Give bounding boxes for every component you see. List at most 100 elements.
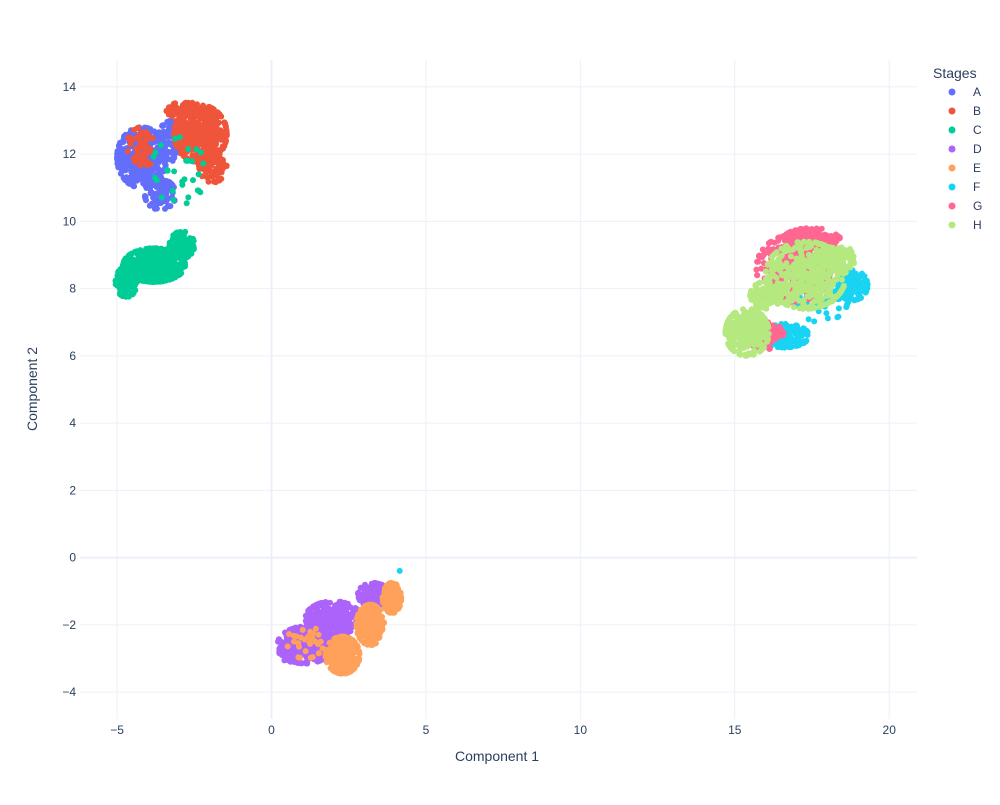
point-A — [118, 171, 124, 177]
point-B — [179, 148, 185, 154]
point-E — [338, 671, 344, 677]
point-E — [377, 634, 383, 640]
point-H — [784, 288, 790, 294]
point-C — [189, 239, 195, 245]
point-F — [793, 322, 799, 328]
point-C — [145, 256, 151, 262]
point-G — [766, 240, 772, 246]
point-E — [300, 627, 306, 633]
point-C — [131, 276, 137, 282]
point-A — [159, 137, 165, 143]
point-H — [791, 290, 797, 296]
point-G — [775, 235, 781, 241]
point-C — [121, 258, 127, 264]
point-H — [733, 310, 739, 316]
point-C — [146, 246, 152, 252]
point-A — [159, 123, 165, 129]
point-B — [168, 104, 174, 110]
point-B — [143, 161, 149, 167]
point-H — [769, 254, 775, 260]
point-H — [819, 303, 825, 309]
point-C — [182, 176, 188, 182]
point-B — [194, 101, 200, 107]
point-E — [392, 610, 398, 616]
point-F — [794, 340, 800, 346]
point-D — [324, 632, 330, 638]
point-D — [338, 605, 344, 611]
data-points — [113, 100, 871, 677]
point-F — [397, 568, 403, 574]
point-H — [807, 256, 813, 262]
point-E — [383, 583, 389, 589]
point-E — [353, 621, 359, 627]
point-H — [751, 352, 757, 358]
point-B — [143, 129, 149, 135]
point-F — [864, 278, 870, 284]
point-C — [176, 248, 182, 254]
point-G — [801, 231, 807, 237]
point-E — [297, 655, 303, 661]
point-F — [835, 314, 841, 320]
point-H — [804, 245, 810, 251]
point-B — [144, 150, 150, 156]
point-H — [783, 260, 789, 266]
point-C — [175, 267, 181, 273]
point-D — [312, 620, 318, 626]
point-B — [182, 139, 188, 145]
point-F — [855, 296, 861, 302]
point-G — [776, 324, 782, 330]
point-C — [125, 278, 131, 284]
point-F — [844, 303, 850, 309]
point-A — [155, 165, 161, 171]
point-H — [824, 273, 830, 279]
point-D — [370, 594, 376, 600]
point-E — [307, 640, 313, 646]
point-G — [761, 252, 767, 258]
point-E — [365, 613, 371, 619]
point-D — [343, 623, 349, 629]
point-C — [181, 252, 187, 258]
point-E — [382, 606, 388, 612]
point-B — [224, 131, 230, 137]
point-H — [739, 330, 745, 336]
point-E — [372, 603, 378, 609]
point-G — [780, 333, 786, 339]
point-E — [316, 632, 322, 638]
point-C — [196, 171, 202, 177]
point-C — [130, 258, 136, 264]
point-E — [362, 640, 368, 646]
point-G — [754, 259, 760, 265]
point-B — [213, 179, 219, 185]
point-C — [181, 243, 187, 249]
point-C — [127, 285, 133, 291]
point-E — [347, 654, 353, 660]
point-C — [176, 272, 182, 278]
point-B — [209, 105, 215, 111]
point-C — [123, 269, 129, 275]
point-H — [763, 327, 769, 333]
point-H — [806, 281, 812, 287]
point-H — [786, 267, 792, 273]
point-H — [820, 284, 826, 290]
point-A — [154, 190, 160, 196]
point-F — [854, 285, 860, 291]
point-A — [171, 154, 177, 160]
point-B — [183, 109, 189, 115]
point-B — [128, 141, 134, 147]
point-F — [863, 286, 869, 292]
point-E — [397, 604, 403, 610]
point-C — [193, 146, 199, 152]
point-A — [122, 177, 128, 183]
point-A — [145, 172, 151, 178]
point-B — [195, 113, 201, 119]
point-E — [318, 639, 324, 645]
point-D — [311, 603, 317, 609]
point-E — [336, 635, 342, 641]
point-A — [127, 181, 133, 187]
point-F — [847, 282, 853, 288]
point-A — [114, 154, 120, 160]
point-E — [359, 628, 365, 634]
point-A — [143, 196, 149, 202]
point-H — [732, 343, 738, 349]
